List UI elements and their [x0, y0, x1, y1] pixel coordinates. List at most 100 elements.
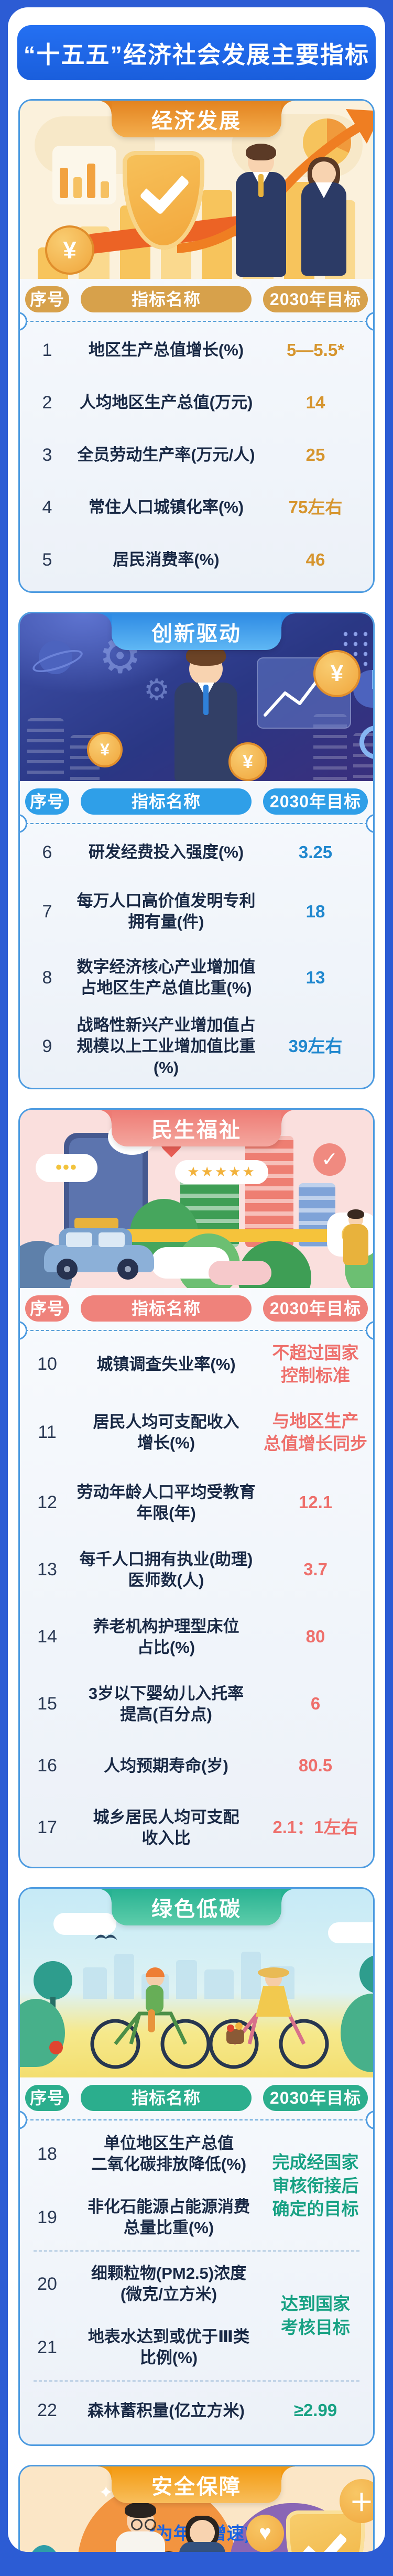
- column-header-target: 2030年目标: [263, 788, 368, 815]
- indicator-name: 常住人口城镇化率(%): [88, 497, 244, 516]
- table-row: 17 城乡居民人均可支配 收入比 2.1：1左右: [25, 1794, 368, 1861]
- table-body: 6 研发经费投入强度(%) 3.25 7 每万人口高价值发明专利 拥有量(件) 18 8…: [20, 824, 373, 1088]
- target-value: 25: [305, 445, 325, 464]
- table-row: 5 居民消费率(%) 46: [25, 534, 368, 586]
- row-number: 14: [37, 1627, 57, 1647]
- table-row: 18 单位地区生产总值 二氧化碳排放降低(%): [25, 2123, 263, 2186]
- row-number: 15: [37, 1694, 57, 1714]
- plant-graphic: [20, 1998, 65, 2067]
- target-value: 不超过国家 控制标准: [272, 1343, 359, 1385]
- row-number: 8: [42, 967, 52, 988]
- pink-tower-graphic: [245, 1135, 293, 1247]
- yen-coin-icon: ¥: [313, 650, 361, 697]
- yen-coin-icon: ¥: [228, 742, 267, 781]
- target-value: 6: [310, 1694, 321, 1714]
- table-body: 1 地区生产总值增长(%) 5—5.5* 2 人均地区生产总值(万元) 14 3 全员劳动…: [20, 322, 373, 591]
- column-header-target: 2030年目标: [263, 286, 368, 312]
- growth-arrow-icon: [177, 109, 373, 253]
- merged-target-value: 完成经国家 审核衔接后 确定的目标: [272, 2152, 359, 2219]
- table-row: 2 人均地区生产总值(万元) 14: [25, 376, 368, 429]
- yen-coin-icon: ¥: [45, 225, 94, 275]
- row-divider: [34, 2380, 359, 2382]
- building-graphic: [313, 714, 347, 781]
- table-row: 12 劳动年龄人口平均受教育 年限(年) 12.1: [25, 1469, 368, 1536]
- column-header-target: 2030年目标: [263, 1295, 368, 1322]
- indicator-name: 研发经费投入强度(%): [88, 842, 244, 861]
- row-number: 16: [37, 1756, 57, 1776]
- row-number: 7: [42, 901, 52, 922]
- gear-icon: ⚙: [144, 673, 170, 706]
- target-value: 5—5.5*: [286, 340, 345, 360]
- column-header-name: 指标名称: [81, 788, 252, 815]
- row-number: 13: [37, 1560, 57, 1580]
- indicator-name: 细颗粒物(PM2.5)浓度 (微克/立方米): [91, 2264, 247, 2304]
- row-number: 1: [42, 340, 52, 360]
- table-row: 10 城镇调查失业率(%) 不超过国家 控制标准: [25, 1333, 368, 1396]
- medical-cross-icon: ＋: [340, 2478, 373, 2523]
- table-header-row: 序号 指标名称 2030年目标: [20, 279, 373, 319]
- indicator-name: 战略性新兴产业增加值占 规模以上工业增加值比重(%): [77, 1016, 256, 1077]
- indicator-name: 每千人口拥有执业(助理) 医师数(人): [79, 1550, 253, 1589]
- car-graphic: [44, 1217, 154, 1280]
- businessman-figure: [234, 144, 288, 277]
- section-banner: 创新驱动: [98, 613, 295, 650]
- table-header-row: 序号 指标名称 2030年目标: [20, 1288, 373, 1328]
- livelihood-illustration: ••• ••• ★★★★★ ✓: [20, 1109, 373, 1288]
- target-value: 13: [305, 967, 325, 987]
- row-number: 9: [42, 1036, 52, 1056]
- table-row: 13 每千人口拥有执业(助理) 医师数(人) 3.7: [25, 1536, 368, 1604]
- column-header-name: 指标名称: [81, 286, 252, 312]
- heart-pulse-icon: ♥: [246, 2514, 284, 2552]
- swoosh-arrow-icon: [255, 2529, 373, 2552]
- swallow-bird-icon: [94, 1934, 117, 1940]
- table-body: 18 单位地区生产总值 二氧化碳排放降低(%) 19 非化石能源占能源消费 总量比重…: [20, 2120, 373, 2444]
- page-title-bar: “十五五”经济社会发展主要指标: [17, 25, 376, 80]
- row-number: 19: [37, 2207, 57, 2227]
- indicator-name: 居民人均可支配收入 增长(%): [93, 1412, 239, 1452]
- target-value: 80.5: [298, 1756, 333, 1776]
- row-number: 20: [37, 2274, 57, 2294]
- row-number: 17: [37, 1817, 57, 1838]
- row-number: 4: [42, 497, 52, 517]
- indicator-name: 地表水达到或优于Ⅲ类 比例(%): [88, 2328, 250, 2367]
- table-row: 8 数字经济核心产业增加值 占地区生产总值比重(%) 13: [25, 945, 368, 1011]
- table-row: 11 居民人均可支配收入 增长(%) 与地区生产 总值增长同步: [25, 1396, 368, 1469]
- flower-icon: [49, 2040, 63, 2054]
- row-number: 6: [42, 842, 52, 862]
- row-number: 3: [42, 445, 52, 465]
- column-header-target: 2030年目标: [263, 2084, 368, 2111]
- tree-graphic: [359, 1954, 373, 2006]
- ticket-separator: [20, 814, 373, 833]
- section-banner: 经济发展: [98, 101, 295, 137]
- row-number: 10: [37, 1354, 57, 1374]
- merged-target-value: 达到国家 考核目标: [281, 2294, 350, 2337]
- row-number: 22: [37, 2400, 57, 2421]
- table-row: 3 全员劳动生产率(万元/人) 25: [25, 429, 368, 481]
- leaf-graphic: [27, 2545, 61, 2552]
- row-number: 18: [37, 2144, 57, 2164]
- column-header-name: 指标名称: [81, 1295, 252, 1322]
- section-card-livelihood: ••• ••• ★★★★★ ✓: [18, 1108, 375, 1868]
- target-value: 80: [305, 1627, 325, 1647]
- table-row: 19 非化石能源占能源消费 总量比重(%): [25, 2186, 263, 2249]
- ticket-separator: [20, 1321, 373, 1340]
- column-header-num: 序号: [25, 286, 69, 312]
- target-value: 3.7: [303, 1560, 328, 1579]
- section-banner: 民生福祉: [98, 1109, 295, 1146]
- ticket-separator: [20, 2110, 373, 2129]
- row-number: 5: [42, 549, 52, 570]
- indicator-name: 养老机构护理型床位 占比(%): [93, 1617, 239, 1657]
- check-badge-icon: ✓: [313, 1143, 346, 1176]
- table-header-row: 序号 指标名称 2030年目标: [20, 2077, 373, 2117]
- row-number: 21: [37, 2337, 57, 2357]
- businesswoman-figure: [299, 157, 349, 276]
- row-divider: [34, 2250, 359, 2252]
- table-row: 14 养老机构护理型床位 占比(%) 80: [25, 1604, 368, 1671]
- ticket-separator: [20, 312, 373, 331]
- target-value: 12.1: [298, 1492, 333, 1512]
- row-number: 11: [38, 1422, 57, 1443]
- indicator-name: 单位地区生产总值 二氧化碳排放降低(%): [91, 2134, 247, 2174]
- table-body: 10 城镇调查失业率(%) 不超过国家 控制标准 11 居民人均可支配收入 增长(%)…: [20, 1331, 373, 1867]
- section-banner: 安全保障: [98, 2466, 295, 2503]
- father-figure: [113, 2502, 168, 2552]
